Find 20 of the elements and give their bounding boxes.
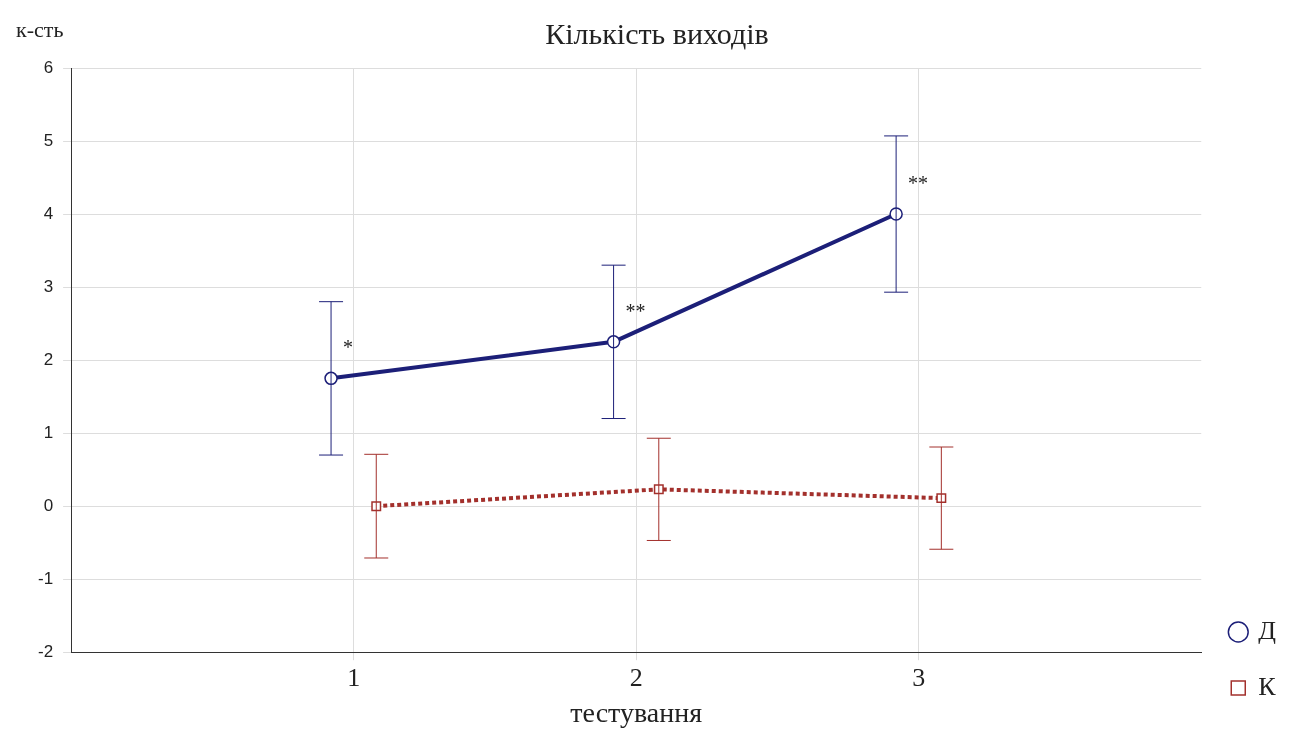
y-tick-label: 2 [43,349,54,369]
annotation: * [343,336,354,359]
y-tick-label: 4 [43,203,54,223]
annotation: ** [625,299,646,322]
annotation: ** [908,172,929,195]
x-tick-label: 1 [347,662,361,692]
x-tick-label: 2 [629,662,643,692]
y-tick-label: 3 [43,276,54,296]
legend-label: К [1258,671,1277,701]
y-tick-label: 0 [43,495,54,515]
y-axis-title: к-сть [16,16,64,42]
y-tick-label: 1 [43,422,54,442]
x-tick-label: 3 [912,662,926,692]
y-tick-label: 5 [43,130,54,150]
y-tick-label: 6 [43,57,54,77]
chart-title: Кількість виходів [545,16,769,50]
y-tick-label: -2 [37,641,54,661]
legend-label: Д [1258,615,1277,645]
x-axis-title: тестування [570,696,703,728]
y-tick-label: -1 [37,568,54,588]
